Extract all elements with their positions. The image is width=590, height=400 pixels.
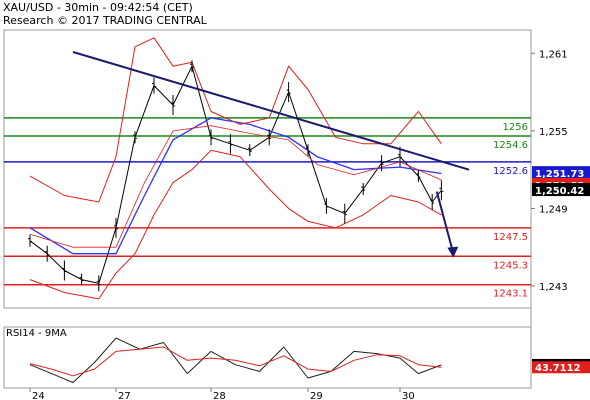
series-bollinger_upper [29, 37, 442, 203]
level-label-support: 1247.5 [493, 232, 528, 243]
level-label-resistance: 1256 [503, 122, 528, 133]
price-badge-label: 1,251.73 [535, 169, 584, 180]
rsi-title: RSI14 - 9MA [6, 328, 67, 339]
rsi-badge-label: 43.7112 [535, 363, 581, 374]
series-price [29, 65, 442, 284]
main-plot-frame [3, 29, 532, 309]
trendline [72, 51, 470, 171]
level-label-support: 1243.1 [493, 289, 528, 300]
series-moving_average [29, 117, 442, 255]
x-tick-label: 24 [32, 391, 45, 400]
rsi-series-rsi_ma [29, 346, 442, 377]
y-tick-label: 1,261 [539, 49, 568, 60]
x-tick-label: 28 [213, 391, 226, 400]
level-label-resistance: 1254.6 [493, 140, 528, 151]
x-tick-label: 29 [310, 391, 323, 400]
x-tick-label: 30 [402, 391, 415, 400]
chart-title: XAU/USD - 30min - 09:42:54 (CET) [3, 1, 193, 14]
rsi-plot-frame [3, 326, 532, 389]
x-tick-label: 27 [118, 391, 131, 400]
y-tick-label: 1,249 [539, 204, 568, 215]
projection-arrow-shaft [435, 191, 455, 254]
series-bollinger_lower [29, 149, 442, 300]
series-bollinger_mid [29, 125, 442, 248]
price-badge-label: 1,250.42 [535, 186, 584, 197]
price-badge [532, 183, 590, 197]
projection-arrow-head [447, 246, 459, 258]
chart-subtitle: Research © 2017 TRADING CENTRAL [3, 14, 207, 27]
level-label-support: 1245.3 [493, 260, 528, 271]
y-tick-label: 1,255 [539, 127, 568, 138]
level-label-pivot: 1252.6 [493, 166, 528, 177]
rsi-series-rsi [29, 337, 442, 383]
price-badge [532, 166, 590, 180]
y-tick-label: 1,243 [539, 282, 568, 293]
rsi-badge [532, 361, 590, 374]
